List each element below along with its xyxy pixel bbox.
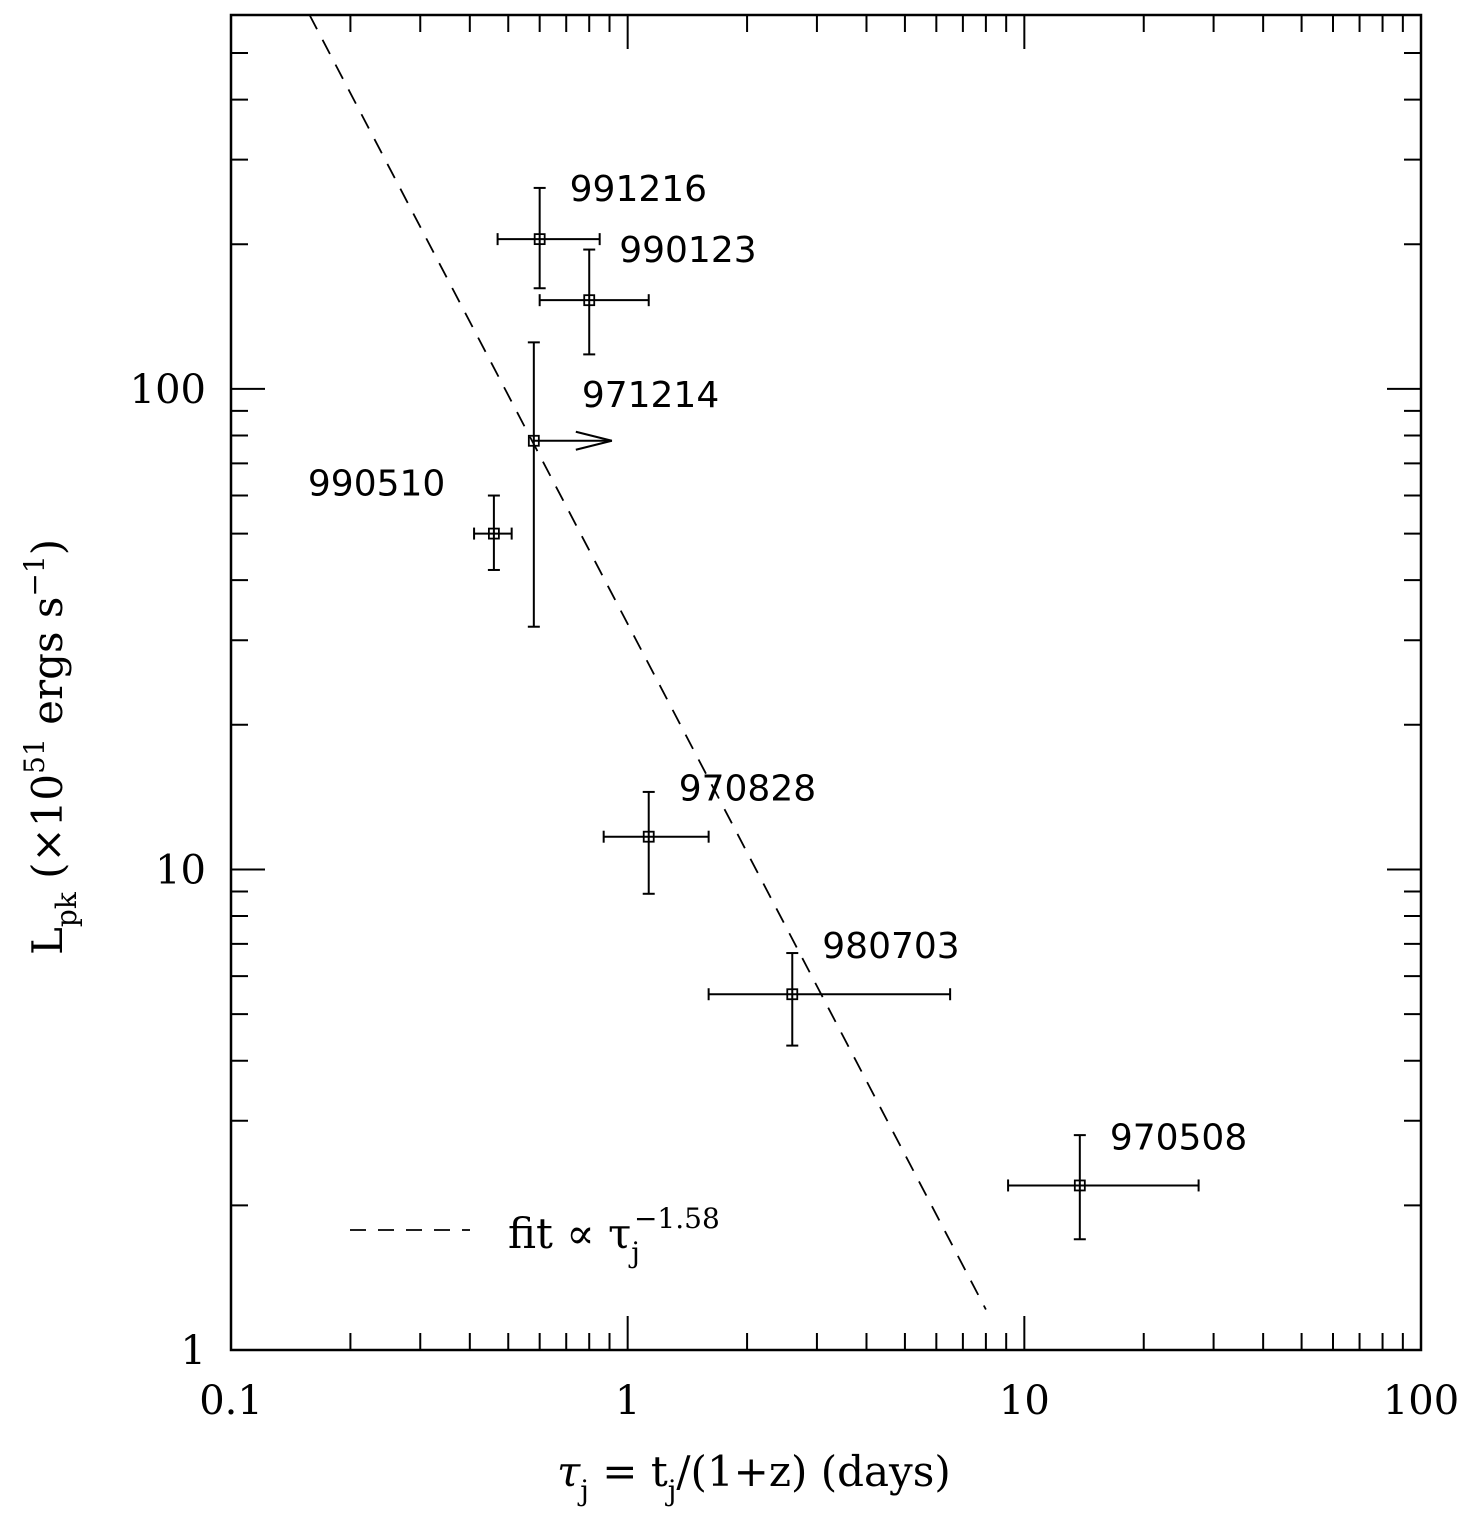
data-point-990123: 990123 [538,230,757,356]
x-tick-label: 100 [1383,1378,1459,1424]
x-axis-label: τj = tj/(1+z) (days) [557,1447,951,1507]
data-point-marker [583,294,596,307]
limit-arrow-head [575,430,613,451]
data-point-label: 991216 [570,169,707,210]
y-tick-label: 100 [130,367,206,413]
data-point-label: 971214 [582,375,719,416]
data-point-label: 970828 [679,769,816,810]
data-point-label: 990123 [619,230,756,271]
data-point-990510: 990510 [308,464,513,571]
x-tick-label: 10 [999,1378,1050,1424]
fit-line [308,14,987,1310]
data-point-marker [527,434,540,447]
data-point-label: 990510 [308,464,445,505]
y-axis-label: Lpk (×1051 ergs s−1) [18,539,83,955]
data-point-marker [533,233,546,246]
y-tick-label: 10 [155,847,206,893]
fit-line-group [308,14,987,1310]
data-point-980703: 980703 [707,926,960,1047]
data-point-marker [786,988,799,1001]
data-point-label: 980703 [822,926,959,967]
data-point-label: 970508 [1110,1117,1247,1158]
data-point-970828: 970828 [602,769,816,895]
legend-fit-label: fit ∝ τj−1.58 [508,1202,720,1269]
data-point-marker [642,830,655,843]
y-tick-label: 1 [181,1328,206,1374]
x-tick-label: 0.1 [199,1378,263,1424]
legend: fit ∝ τj−1.58 [350,1202,720,1269]
data-points: 991216 990123 971214 990510 970828 980703 9705… [308,169,1247,1241]
x-tick-label: 1 [615,1378,640,1424]
data-point-971214: 971214 [527,341,719,628]
data-point-991216: 991216 [496,169,707,290]
data-point-970508: 970508 [1007,1117,1247,1241]
axis-ticks [231,15,1421,1350]
data-point-marker [1073,1179,1086,1192]
data-point-marker [487,527,500,540]
plot-frame [229,13,1423,1352]
